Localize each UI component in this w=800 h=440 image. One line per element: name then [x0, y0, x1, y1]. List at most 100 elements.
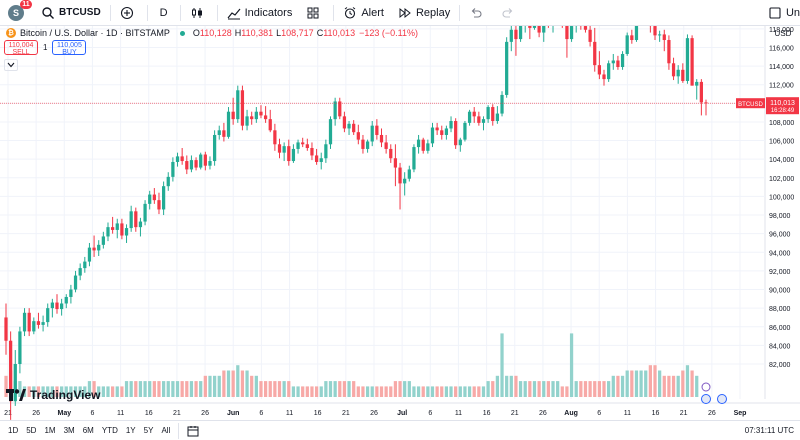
volume-bar: [500, 333, 504, 397]
collapse-legend-button[interactable]: [4, 59, 18, 71]
volume-bar: [342, 381, 347, 397]
range-button-5y[interactable]: 5Y: [143, 426, 154, 435]
compare-symbol-button[interactable]: [113, 0, 145, 26]
candle-body: [180, 156, 184, 162]
utc-clock[interactable]: 07:31:11 UTC: [744, 426, 794, 435]
templates-button[interactable]: [299, 0, 331, 26]
candle-body: [124, 228, 129, 236]
volume-bar: [217, 375, 221, 397]
tradingview-logo-icon: [6, 389, 26, 401]
candle-body: [667, 40, 671, 64]
candle-body: [199, 154, 203, 168]
volume-bar: [120, 386, 124, 397]
x-tick-label: 6: [597, 410, 601, 417]
volume-bar: [416, 386, 421, 397]
volume-bar: [148, 381, 152, 397]
buy-button[interactable]: 110,005 BUY: [52, 40, 87, 56]
candle-body: [328, 119, 333, 145]
volume-bar: [319, 386, 323, 397]
volume-bar: [477, 386, 481, 397]
high-key: H: [234, 28, 242, 38]
candle-body: [699, 81, 703, 103]
candle-body: [352, 123, 356, 133]
range-button-5d[interactable]: 5D: [26, 426, 37, 435]
symbol-search-button[interactable]: BTCUSD: [34, 0, 108, 26]
volume-bar: [583, 381, 588, 397]
replay-icon: [399, 7, 411, 18]
replay-button[interactable]: Replay: [391, 0, 457, 26]
trade-panel: 110,004 SELL 1 110,005 BUY: [4, 40, 87, 56]
divider: [333, 4, 335, 21]
range-button-all[interactable]: All: [161, 426, 171, 435]
bottom-toolbar: 1D 5D 1M 3M 6M YTD 1Y 5Y All 07:31:11 UTC: [0, 420, 800, 440]
range-button-1m[interactable]: 1M: [44, 426, 56, 435]
volume-bar: [546, 381, 551, 397]
divider: [459, 4, 461, 21]
candle-body: [695, 81, 699, 86]
candle-body: [681, 69, 685, 81]
user-avatar[interactable]: S 11: [8, 0, 32, 21]
chart-legend: ₿ Bitcoin / U.S. Dollar · 1D · BITSTAMP …: [6, 28, 419, 38]
sell-button[interactable]: 110,004 SELL: [4, 40, 38, 56]
volume-bar: [384, 386, 388, 397]
candle-body: [129, 211, 133, 229]
candle-body: [157, 200, 161, 210]
range-button-6m[interactable]: 6M: [82, 426, 94, 435]
low-value: 108,717: [281, 28, 314, 38]
chart-type-button[interactable]: [183, 0, 215, 26]
volume-bar: [426, 386, 430, 397]
divider: [216, 4, 218, 21]
volume-bar: [111, 386, 115, 397]
range-button-ytd[interactable]: YTD: [101, 426, 118, 435]
volume-bar: [185, 381, 189, 397]
volume-bar: [134, 381, 138, 397]
y-tick-label: 94,000: [769, 250, 791, 257]
y-tick-label: 114,000: [769, 64, 794, 71]
price-axis-bg: [765, 26, 800, 399]
undo-button[interactable]: [462, 0, 494, 26]
candle-body: [403, 178, 407, 184]
candle-body: [458, 139, 462, 146]
x-tick-label: 16: [483, 410, 491, 417]
volume-bar: [291, 386, 296, 397]
volume-bar: [124, 381, 129, 397]
range-button-3m[interactable]: 3M: [63, 426, 75, 435]
interval-button[interactable]: D: [150, 0, 178, 26]
candle-body: [106, 227, 110, 237]
calendar-icon[interactable]: [187, 425, 199, 437]
volume-bar: [370, 386, 374, 397]
candle-body: [356, 132, 360, 140]
volume-bar: [523, 381, 527, 397]
volume-bar: [467, 386, 472, 397]
candle-body: [416, 139, 421, 148]
currency-label: USD: [775, 29, 792, 38]
candle-body: [435, 127, 439, 131]
layout-toggle-button[interactable]: Un: [761, 0, 800, 26]
candle-body: [236, 90, 240, 120]
range-button-1y[interactable]: 1Y: [125, 426, 136, 435]
candle-body: [407, 169, 411, 179]
candle-body: [704, 102, 708, 104]
redo-button[interactable]: [494, 0, 526, 26]
volume-bar: [681, 370, 685, 397]
indicators-button[interactable]: Indicators: [220, 0, 300, 26]
y-tick-label: 106,000: [769, 139, 794, 146]
candlestick-chart[interactable]: USD126,000124,000122,000120,000118,00011…: [0, 26, 800, 420]
alert-label: Alert: [361, 6, 384, 19]
candle-body: [690, 38, 694, 86]
range-button-1d[interactable]: 1D: [8, 426, 19, 435]
plus-circle-icon: [120, 6, 133, 19]
volume-bar: [528, 381, 532, 397]
volume-bar: [556, 381, 560, 397]
volume-bar: [231, 370, 235, 397]
candle-body: [305, 144, 309, 149]
candle-body: [259, 111, 263, 116]
volume-bar: [444, 386, 449, 397]
alert-button[interactable]: Alert: [336, 0, 391, 26]
volume-bar: [236, 365, 240, 397]
candle-body: [161, 186, 166, 210]
notification-badge: 11: [20, 0, 32, 9]
divider: [109, 4, 111, 21]
candle-body: [148, 194, 152, 204]
candle-body: [87, 247, 92, 262]
